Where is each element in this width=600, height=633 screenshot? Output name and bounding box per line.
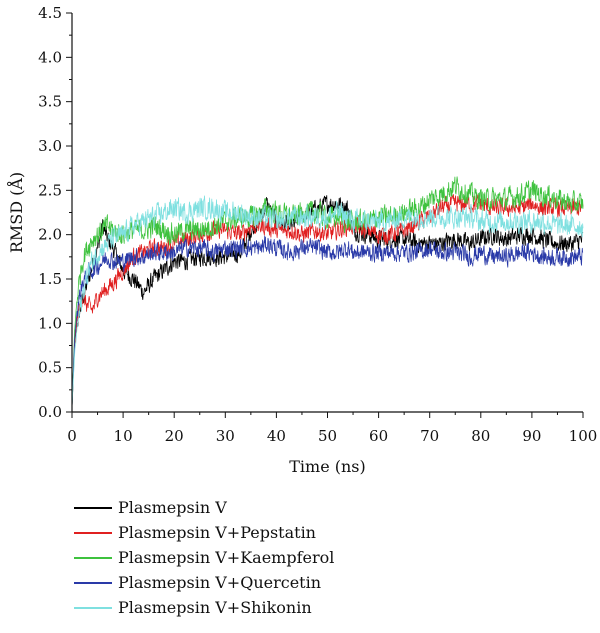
x-tick-label: 50 <box>318 427 337 445</box>
y-tick-label: 2.0 <box>38 226 62 244</box>
x-axis-ticks: 0 10 20 30 40 50 60 70 80 90 100 <box>67 412 597 445</box>
series-line <box>71 195 584 408</box>
x-tick-label: 20 <box>165 427 184 445</box>
series-line <box>71 195 584 408</box>
x-tick-label: 30 <box>216 427 235 445</box>
x-axis-title: Time (ns) <box>289 457 366 476</box>
y-axis-ticks: 0.0 0.5 1.0 1.5 2.0 2.5 3.0 3.5 4.0 4.5 <box>38 4 72 421</box>
x-tick-label: 80 <box>471 427 490 445</box>
legend: Plasmepsin V Plasmepsin V+Pepstatin Plasme… <box>74 498 334 617</box>
y-tick-label: 1.0 <box>38 314 62 332</box>
x-tick-label: 40 <box>267 427 286 445</box>
x-tick-label: 0 <box>67 427 77 445</box>
y-tick-label: 4.5 <box>38 4 62 22</box>
legend-label: Plasmepsin V+Shikonin <box>118 598 312 617</box>
x-tick-label: 90 <box>522 427 541 445</box>
series-line <box>71 194 584 409</box>
series-line <box>71 176 584 408</box>
y-tick-label: 2.5 <box>38 181 62 199</box>
legend-label: Plasmepsin V <box>118 498 227 517</box>
y-tick-label: 4.0 <box>38 48 62 66</box>
plot-area <box>71 176 584 409</box>
y-tick-label: 1.5 <box>38 270 62 288</box>
y-axis-title: RMSD (Å) <box>6 172 26 253</box>
series-line <box>71 235 584 409</box>
x-tick-label: 70 <box>420 427 439 445</box>
y-tick-label: 0.5 <box>38 359 62 377</box>
x-tick-label: 10 <box>114 427 133 445</box>
x-tick-label: 100 <box>569 427 598 445</box>
legend-label: Plasmepsin V+Quercetin <box>118 573 321 592</box>
legend-label: Plasmepsin V+Pepstatin <box>118 523 316 542</box>
x-tick-label: 60 <box>369 427 388 445</box>
y-tick-label: 3.5 <box>38 93 62 111</box>
y-tick-label: 3.0 <box>38 137 62 155</box>
y-tick-label: 0.0 <box>38 403 62 421</box>
legend-label: Plasmepsin V+Kaempferol <box>118 548 334 567</box>
